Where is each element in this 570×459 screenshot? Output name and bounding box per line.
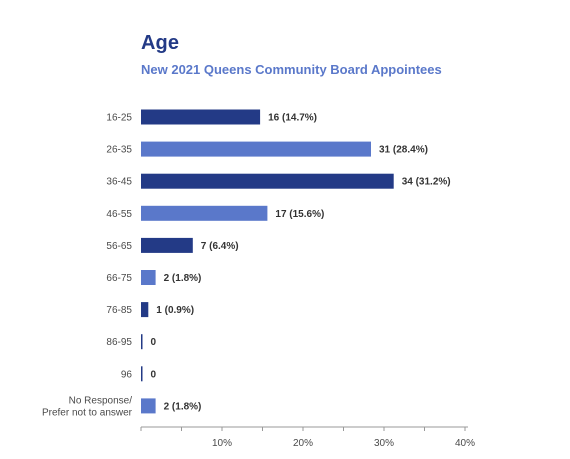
bar-7 — [141, 334, 143, 350]
category-label-2: 36-45 — [106, 177, 132, 188]
chart-subtitle: New 2021 Queens Community Board Appointe… — [141, 62, 442, 77]
category-label-3: 46-55 — [106, 209, 132, 220]
data-label-7: 0 — [151, 337, 157, 348]
category-label-9-0: No Response/ — [69, 395, 133, 406]
data-label-3: 17 (15.6%) — [275, 209, 324, 220]
bar-5 — [141, 270, 156, 285]
bar-6 — [141, 302, 149, 318]
category-label-0: 16-25 — [106, 113, 132, 124]
category-label-8: 96 — [121, 369, 133, 380]
bar-2 — [141, 173, 394, 189]
bar-4 — [141, 237, 193, 253]
category-label-5: 66-75 — [106, 273, 132, 284]
data-label-8: 0 — [151, 369, 157, 380]
category-label-4: 56-65 — [106, 241, 132, 252]
category-label-9-1: Prefer not to answer — [42, 407, 133, 418]
bar-1 — [141, 141, 371, 157]
bar-0 — [141, 109, 261, 125]
category-label-6: 76-85 — [106, 305, 132, 316]
x-tick-label-3: 40% — [455, 438, 475, 449]
bar-8 — [141, 366, 143, 382]
data-label-1: 31 (28.4%) — [379, 145, 428, 156]
bar-3 — [141, 205, 268, 221]
category-label-7: 86-95 — [106, 337, 132, 348]
data-label-9: 2 (1.8%) — [164, 401, 202, 412]
category-label-1: 26-35 — [106, 145, 132, 156]
data-label-5: 2 (1.8%) — [164, 273, 202, 284]
x-tick-label-2: 30% — [374, 438, 394, 449]
data-label-4: 7 (6.4%) — [201, 241, 239, 252]
data-label-2: 34 (31.2%) — [402, 177, 451, 188]
bar-9 — [141, 398, 156, 414]
x-tick-label-1: 20% — [293, 438, 313, 449]
data-label-6: 1 (0.9%) — [156, 305, 194, 316]
chart-title: Age — [141, 32, 180, 54]
data-label-0: 16 (14.7%) — [268, 113, 317, 124]
x-tick-label-0: 10% — [212, 438, 232, 449]
